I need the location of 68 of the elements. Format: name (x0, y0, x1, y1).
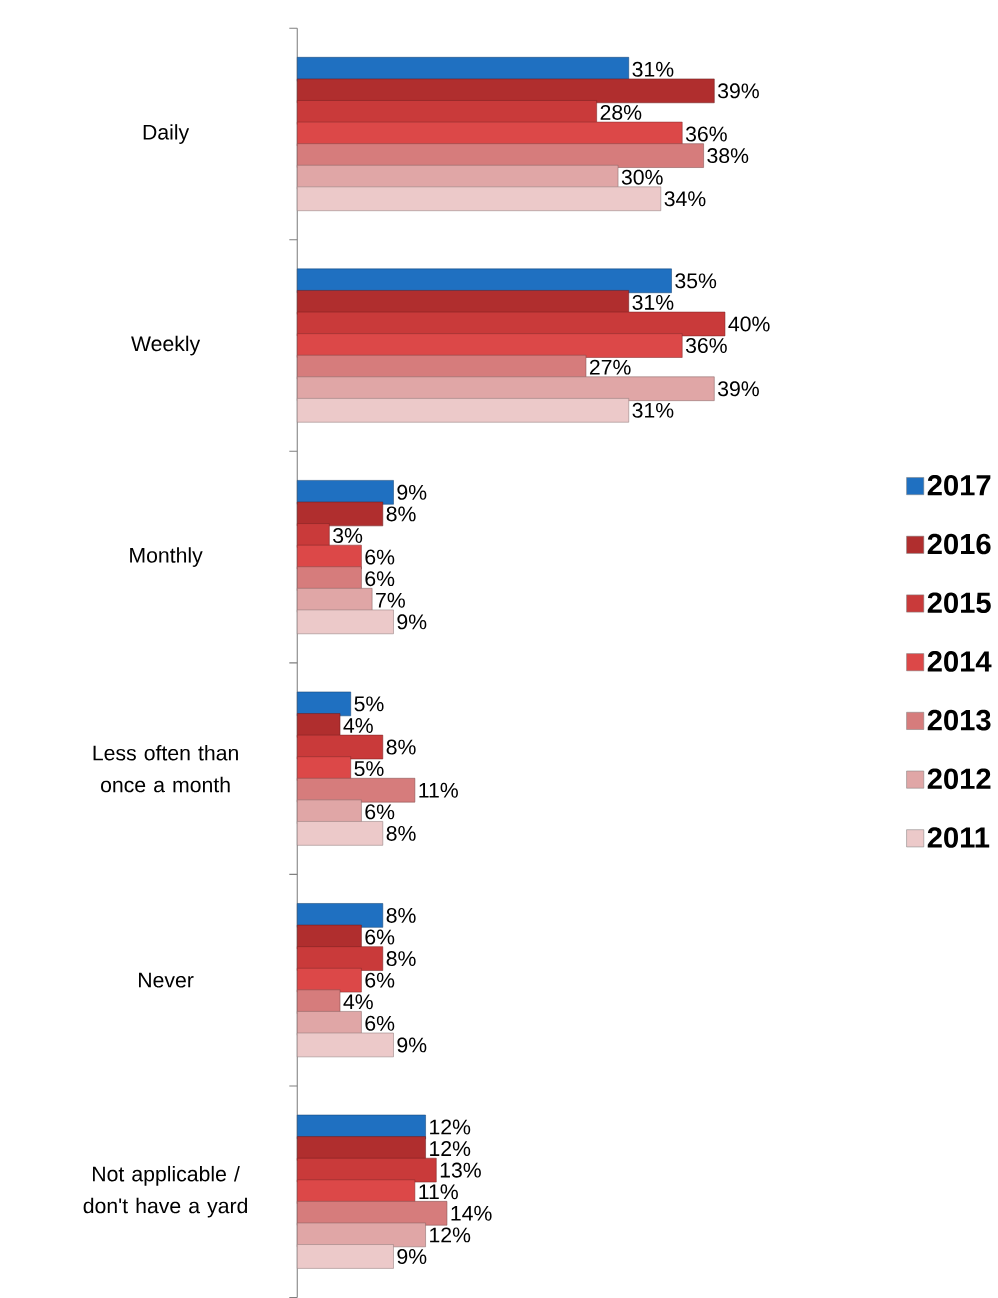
legend-label: 2015 (927, 592, 991, 614)
data-label: 8% (386, 951, 416, 967)
data-label: 14% (451, 1205, 492, 1221)
data-label: 12% (429, 1119, 471, 1135)
data-label: 31% (632, 61, 674, 77)
data-label: 9% (397, 484, 427, 500)
data-label: 31% (632, 294, 674, 310)
y-tick-label: Never (138, 972, 194, 988)
y-tick-label: Daily (143, 124, 189, 144)
data-label: 6% (365, 571, 395, 587)
legend-label: 2014 (927, 651, 992, 672)
bar (296, 1244, 394, 1269)
data-label: 8% (386, 907, 416, 923)
data-label: 6% (365, 929, 395, 945)
y-tick-label: Not applicable / don't have a yard (83, 1165, 247, 1218)
bar (296, 821, 383, 846)
bar (296, 609, 394, 635)
data-label: 7% (375, 592, 405, 608)
data-label: 3% (332, 528, 363, 544)
data-label: 5% (354, 761, 384, 777)
bar (296, 78, 715, 104)
data-label: 36% (685, 338, 727, 354)
bar (296, 1136, 426, 1161)
data-label: 6% (365, 1015, 395, 1031)
bar (296, 903, 383, 928)
data-label: 40% (728, 316, 770, 332)
data-label: 6% (365, 549, 395, 565)
data-label: 4% (343, 994, 373, 1010)
data-label: 6% (365, 972, 395, 988)
data-label: 35% (675, 273, 717, 289)
bar (296, 778, 416, 803)
data-label: 9% (397, 614, 427, 630)
data-label: 12% (429, 1141, 471, 1157)
data-label: 9% (397, 1248, 427, 1264)
data-label: 38% (707, 148, 749, 164)
legend-label: 2012 (927, 768, 991, 790)
bar (296, 376, 715, 401)
bar (296, 186, 661, 211)
data-label: 11% (419, 782, 458, 798)
data-label: 8% (386, 739, 416, 755)
y-tick-label: Monthly (130, 547, 203, 567)
legend-label: 2011 (927, 827, 990, 848)
data-label: 34% (664, 191, 706, 207)
legend-label: 2017 (927, 474, 991, 496)
data-label: 27% (589, 359, 631, 375)
data-label: 4% (343, 718, 373, 733)
data-label: 31% (632, 402, 674, 418)
bar (296, 1222, 426, 1248)
data-label: 36% (685, 126, 727, 142)
y-tick-label: Less often than once a month (93, 744, 238, 793)
bar (296, 501, 383, 527)
legend-label: 2016 (927, 533, 991, 555)
data-label: 11% (419, 1184, 458, 1200)
data-label: 13% (440, 1162, 481, 1178)
data-label: 39% (717, 83, 759, 99)
data-label: 39% (717, 381, 759, 397)
data-label: 8% (386, 506, 416, 522)
data-label: 9% (397, 1037, 427, 1053)
y-tick-label: Weekly (130, 335, 200, 356)
data-label: 6% (365, 804, 395, 820)
legend-label: 2013 (927, 709, 991, 731)
bar (296, 398, 629, 423)
data-label: 8% (386, 825, 416, 841)
data-label: 30% (621, 169, 663, 185)
data-label: 28% (600, 104, 642, 120)
bar (296, 1032, 394, 1058)
data-label: 5% (354, 696, 384, 712)
data-label: 12% (429, 1227, 471, 1243)
